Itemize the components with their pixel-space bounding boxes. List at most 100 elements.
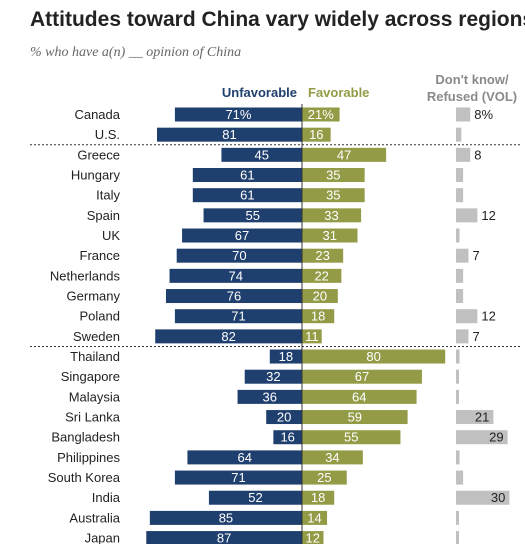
country-label: India — [92, 490, 121, 505]
unfavorable-bar — [182, 228, 302, 243]
dk-value: 7 — [472, 248, 479, 263]
unfavorable-bar — [203, 208, 302, 223]
unfavorable-header: Unfavorable — [222, 85, 297, 100]
favorable-value: 55 — [344, 430, 358, 445]
unfavorable-bar — [244, 369, 302, 384]
dk-value: 8% — [474, 107, 493, 122]
unfavorable-value: 71 — [231, 470, 245, 485]
dk-bar — [456, 248, 469, 263]
country-label: UK — [102, 228, 120, 243]
unfavorable-value: 71 — [231, 309, 245, 324]
dk-value: 29 — [489, 430, 503, 445]
favorable-bar — [302, 349, 446, 364]
unfavorable-bar — [221, 147, 302, 162]
dk-bar — [456, 531, 459, 544]
favorable-bar — [302, 107, 340, 122]
unfavorable-bar — [165, 289, 302, 304]
unfavorable-bar — [208, 490, 302, 505]
favorable-value: 16 — [309, 127, 323, 142]
country-label: Poland — [80, 309, 120, 324]
dk-bar — [456, 127, 462, 142]
favorable-value: 18 — [311, 490, 325, 505]
favorable-bar — [302, 329, 322, 344]
country-label: Australia — [69, 510, 120, 525]
dk-bar — [456, 369, 459, 384]
unfavorable-value: 45 — [254, 147, 268, 162]
dk-bar — [456, 107, 471, 122]
favorable-bar — [302, 268, 342, 283]
favorable-bar — [302, 369, 422, 384]
favorable-bar — [302, 228, 358, 243]
dk-bar — [456, 450, 460, 465]
favorable-bar — [302, 168, 365, 183]
country-label: Bangladesh — [51, 430, 120, 445]
favorable-value: 33 — [324, 208, 338, 223]
favorable-value: 59 — [348, 410, 362, 425]
country-label: Thailand — [70, 349, 120, 364]
favorable-bar — [302, 389, 417, 404]
favorable-value: 25 — [317, 470, 331, 485]
country-label: Philippines — [57, 450, 120, 465]
favorable-bar — [302, 309, 335, 324]
favorable-bar — [302, 410, 408, 425]
unfavorable-bar — [157, 127, 302, 142]
country-label: Canada — [74, 107, 120, 122]
unfavorable-bar — [149, 510, 302, 525]
unfavorable-bar — [155, 329, 302, 344]
country-label: Germany — [67, 289, 121, 304]
unfavorable-value: 16 — [280, 430, 294, 445]
unfavorable-value: 70 — [232, 248, 246, 263]
favorable-bar — [302, 248, 344, 263]
favorable-value: 23 — [315, 248, 329, 263]
favorable-value: 47 — [337, 147, 351, 162]
unfavorable-value: 76 — [227, 289, 241, 304]
unfavorable-bar — [192, 188, 302, 203]
favorable-bar — [302, 147, 387, 162]
dk-value: 12 — [481, 208, 495, 223]
unfavorable-value: 55 — [246, 208, 260, 223]
unfavorable-bar — [187, 450, 302, 465]
unfavorable-value: 82 — [221, 329, 235, 344]
favorable-value: 20 — [313, 289, 327, 304]
favorable-value: 21% — [308, 107, 334, 122]
country-label: Malaysia — [69, 389, 121, 404]
favorable-value: 12 — [306, 531, 320, 544]
favorable-bar — [302, 450, 363, 465]
unfavorable-bar — [174, 107, 302, 122]
favorable-value: 14 — [307, 510, 321, 525]
favorable-bar — [302, 188, 365, 203]
favorable-value: 34 — [325, 450, 339, 465]
unfavorable-value: 85 — [219, 510, 233, 525]
favorable-header: Favorable — [308, 85, 369, 100]
unfavorable-value: 18 — [279, 349, 293, 364]
favorable-bar — [302, 510, 328, 525]
favorable-bar — [302, 470, 347, 485]
unfavorable-value: 61 — [240, 168, 254, 183]
favorable-bar — [302, 531, 324, 544]
unfavorable-bar — [174, 309, 302, 324]
country-label: Singapore — [61, 369, 120, 384]
unfavorable-value: 64 — [237, 450, 251, 465]
dk-value: 21 — [475, 410, 489, 425]
dk-bar — [456, 168, 464, 183]
country-label: Japan — [85, 531, 120, 544]
country-label: U.S. — [95, 127, 120, 142]
dk-bar — [456, 389, 459, 404]
dk-bar — [456, 208, 478, 223]
unfavorable-value: 67 — [235, 228, 249, 243]
favorable-bar — [302, 127, 331, 142]
unfavorable-bar — [266, 410, 302, 425]
unfavorable-bar — [237, 389, 302, 404]
favorable-value: 80 — [366, 349, 380, 364]
unfavorable-bar — [169, 268, 302, 283]
country-label: Spain — [87, 208, 120, 223]
favorable-bar — [302, 208, 362, 223]
unfavorable-bar — [273, 430, 302, 445]
country-label: France — [80, 248, 120, 263]
unfavorable-bar — [176, 248, 302, 263]
dk-value: 8 — [474, 147, 481, 162]
dk-header-line1: Don't know/ — [435, 72, 509, 87]
unfavorable-bar — [269, 349, 302, 364]
favorable-value: 67 — [355, 369, 369, 384]
